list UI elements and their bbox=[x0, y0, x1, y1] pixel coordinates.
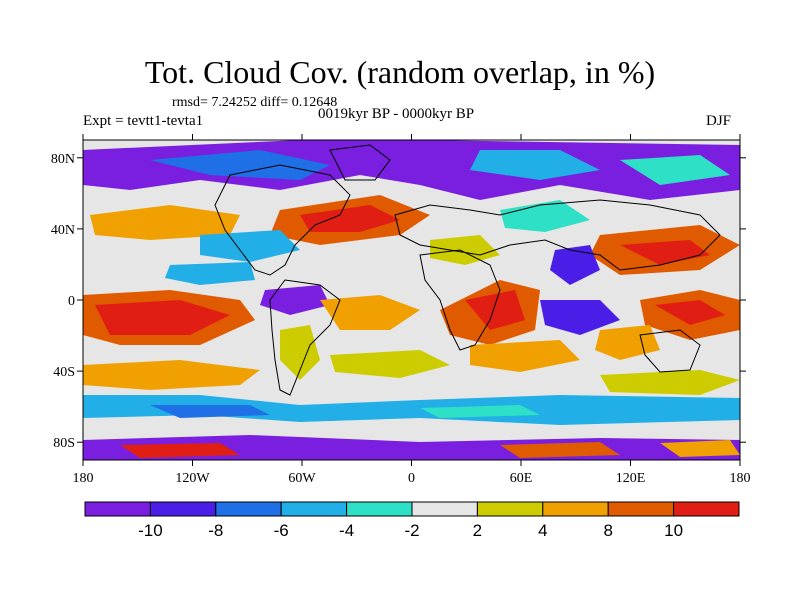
colorbar-label: 4 bbox=[538, 521, 547, 540]
colorbar-box bbox=[215, 501, 282, 517]
experiment-label: Expt = tevtt1-tevta1 bbox=[83, 113, 204, 129]
colorbar-label: -6 bbox=[274, 521, 289, 540]
colorbar-box bbox=[607, 501, 675, 517]
lat-tick-label: 40S bbox=[53, 365, 75, 380]
colorbar-box bbox=[346, 501, 413, 517]
lat-tick-label: 40N bbox=[51, 223, 75, 238]
lon-tick-label: 0 bbox=[408, 471, 415, 486]
lat-tick-label: 80N bbox=[51, 152, 75, 167]
period-label: 0019kyr BP - 0000kyr BP bbox=[318, 106, 475, 122]
colorbar-box bbox=[84, 501, 151, 517]
map-title: Tot. Cloud Cov. (random overlap, in %) bbox=[144, 54, 656, 90]
anomaly-patches bbox=[83, 140, 740, 460]
colorbar-label: -4 bbox=[339, 521, 354, 540]
lon-tick-label: 180 bbox=[73, 471, 94, 486]
axis-ticks: 180 120W 60W 0 60E 120E 180 80N 40N 0 40S 80S bbox=[51, 134, 751, 486]
lon-tick-label: 60E bbox=[510, 471, 533, 486]
colorbar-box bbox=[542, 501, 609, 517]
colorbar-label: -2 bbox=[404, 521, 419, 540]
colorbar-label: 10 bbox=[664, 521, 683, 540]
anomaly-field bbox=[83, 140, 740, 460]
coastlines bbox=[214, 144, 721, 396]
colorbar-box bbox=[476, 501, 544, 517]
lon-tick-label: 120E bbox=[616, 471, 646, 486]
colorbar-label: 8 bbox=[603, 521, 612, 540]
lat-tick-label: 80S bbox=[53, 436, 75, 451]
lat-tick-label: 0 bbox=[68, 294, 75, 309]
lon-tick-label: 60W bbox=[288, 471, 316, 486]
colorbar-box bbox=[149, 501, 217, 517]
season-label: DJF bbox=[706, 113, 732, 129]
lon-tick-label: 180 bbox=[730, 471, 751, 486]
colorbar-box bbox=[411, 501, 478, 517]
colorbar: -10 -8 -6 -4 -2 2 4 8 10 bbox=[84, 501, 740, 540]
lon-tick-label: 120W bbox=[175, 471, 210, 486]
colorbar-label: 2 bbox=[473, 521, 482, 540]
colorbar-box bbox=[673, 501, 740, 517]
colorbar-label: -8 bbox=[208, 521, 223, 540]
colorbar-label: -10 bbox=[138, 521, 163, 540]
colorbar-box bbox=[280, 501, 348, 517]
statistics-text: rmsd= 7.24252 diff= 0.12648 bbox=[172, 95, 338, 110]
